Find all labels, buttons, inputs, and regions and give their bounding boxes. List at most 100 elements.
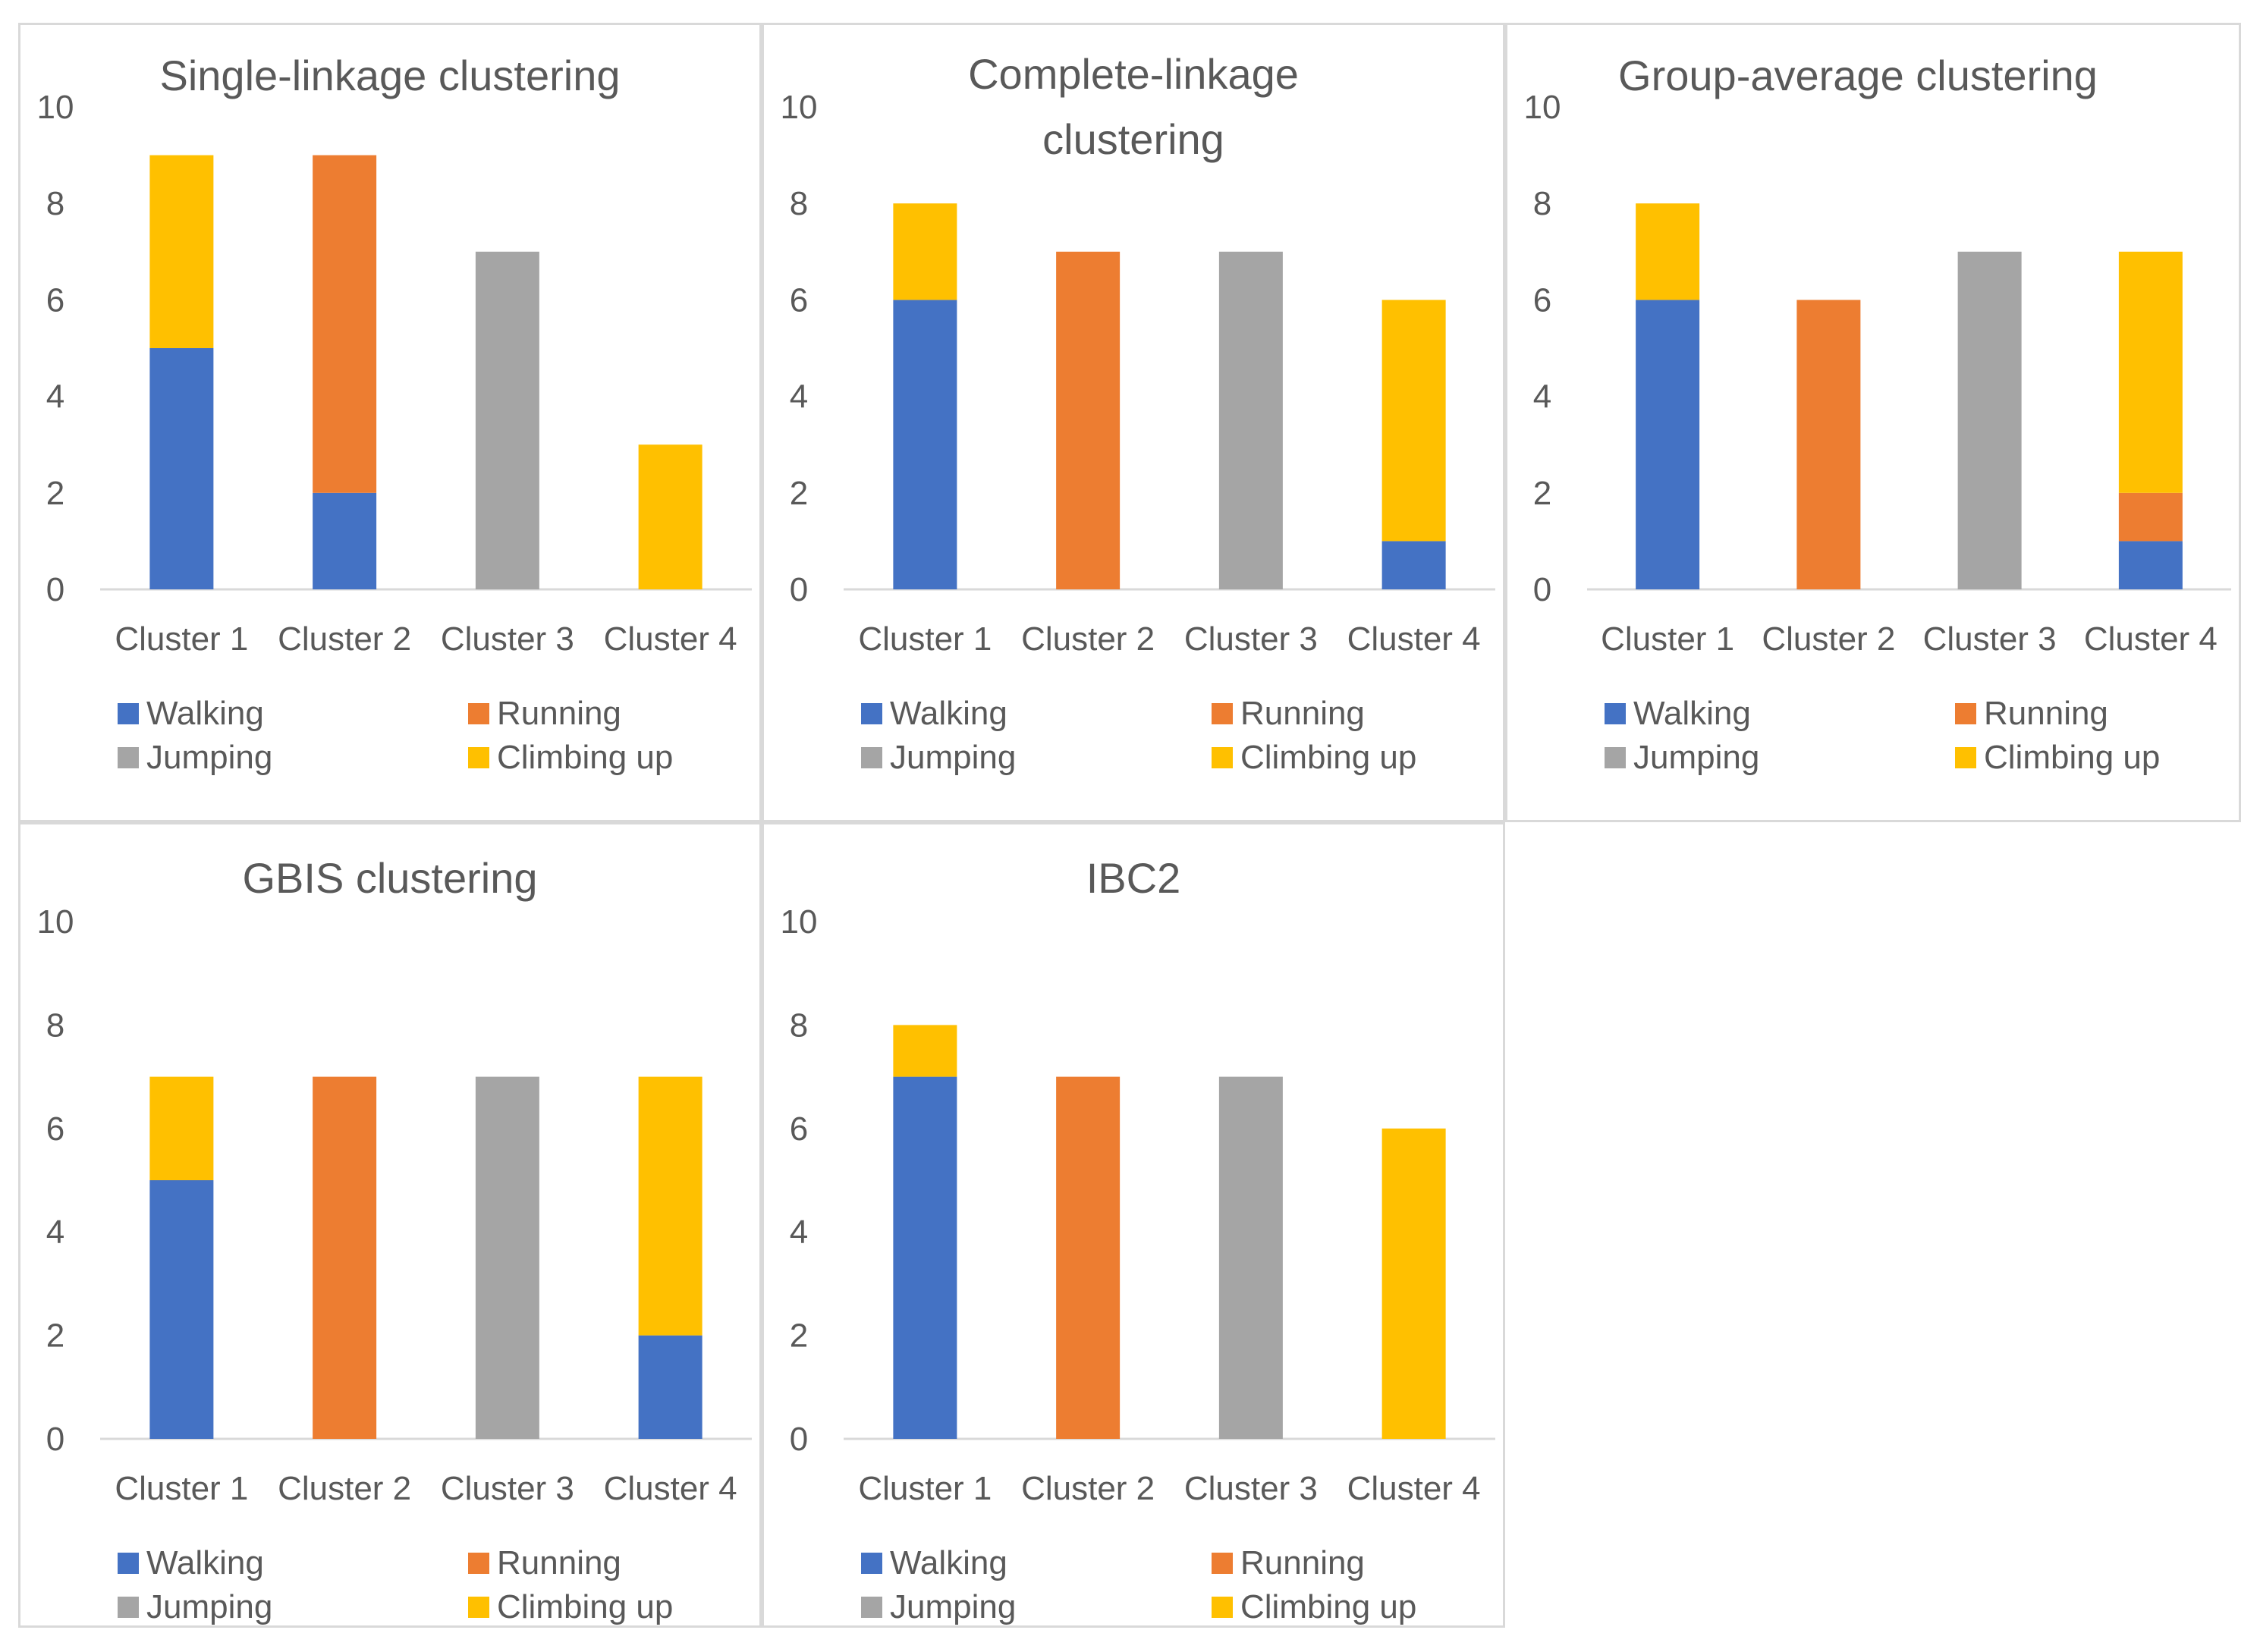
y-tick-label: 6	[46, 1110, 64, 1148]
legend-label-jumping: Jumping	[890, 739, 1016, 776]
bar-cluster-1-walking	[1636, 300, 1700, 589]
legend-swatch-running	[1955, 703, 1976, 724]
y-tick-label: 10	[37, 903, 74, 941]
bar-cluster-2-running	[1056, 1076, 1121, 1439]
bar-cluster-3-jumping	[1957, 251, 2022, 589]
legend-label-running: Running	[1984, 695, 2108, 732]
legend-label-jumping: Jumping	[1633, 739, 1759, 776]
y-tick-label: 10	[1524, 89, 1561, 126]
bar-cluster-4-walking	[2118, 541, 2183, 589]
y-tick-label: 0	[46, 571, 64, 608]
x-tick-label: Cluster 2	[1021, 1470, 1155, 1507]
x-tick-label: Cluster 1	[115, 620, 248, 658]
y-tick-label: 8	[46, 1007, 64, 1044]
y-tick-label: 8	[1533, 185, 1551, 222]
x-tick-label: Cluster 1	[858, 1470, 992, 1507]
y-tick-label: 6	[1533, 281, 1551, 319]
bar-cluster-3-jumping	[1218, 1076, 1283, 1439]
y-tick-label: 8	[46, 185, 64, 222]
x-tick-label: Cluster 4	[2084, 620, 2218, 658]
legend-swatch-walking	[1605, 703, 1626, 724]
y-tick-label: 0	[790, 1421, 808, 1458]
legend-swatch-walking	[861, 1553, 882, 1574]
bar-cluster-1-walking	[149, 1180, 214, 1439]
legend-swatch-climbing-up	[1955, 747, 1976, 768]
y-tick-label: 0	[790, 571, 808, 608]
y-tick-label: 4	[46, 378, 64, 416]
y-tick-label: 4	[790, 1214, 808, 1251]
bar-cluster-3-jumping	[1218, 251, 1283, 589]
y-tick-label: 2	[46, 1318, 64, 1355]
bar-cluster-1-climbing-up	[893, 1025, 957, 1077]
legend-swatch-running	[468, 703, 489, 724]
x-tick-label: Cluster 1	[858, 620, 992, 658]
bar-cluster-2-running	[1056, 251, 1121, 589]
x-tick-label: Cluster 3	[1184, 1470, 1318, 1507]
legend-label-climbing-up: Climbing up	[1240, 1588, 1416, 1625]
bar-cluster-4-running	[2118, 492, 2183, 542]
chart-panel-single-linkage: Single-linkage clustering 0 2 4 6 8 10 Cluster …	[18, 23, 762, 822]
bar-cluster-1-climbing-up	[1636, 203, 1700, 300]
x-tick-label: Cluster 3	[1184, 620, 1318, 658]
y-tick-label: 8	[790, 185, 808, 222]
bar-cluster-1-walking	[893, 1076, 957, 1439]
chart-title-line: Group-average clustering	[1618, 52, 2098, 99]
legend-swatch-jumping	[118, 747, 139, 768]
bar-cluster-3-jumping	[475, 251, 539, 589]
x-tick-label: Cluster 4	[1347, 1470, 1481, 1507]
y-tick-label: 4	[1533, 378, 1551, 416]
y-tick-label: 4	[790, 378, 808, 416]
legend-label-running: Running	[1240, 1544, 1365, 1581]
bar-cluster-4-walking	[638, 1335, 703, 1439]
y-tick-label: 6	[790, 281, 808, 319]
chart-svg-5: IBC2 0 2 4 6 8 10 Cluster 1 Cluster 2 Cluster 3 Cl…	[781, 854, 1495, 1625]
chart-panel-group-average: Group-average clustering 0 2 4 6 8 10 Cluster 1…	[1505, 23, 2241, 822]
chart-title-line: Complete-linkage	[968, 50, 1299, 98]
y-tick-label: 0	[46, 1421, 64, 1458]
legend-label-running: Running	[497, 695, 621, 732]
legend-swatch-jumping	[861, 1597, 882, 1618]
x-tick-label: Cluster 2	[278, 620, 411, 658]
chart-svg-3: Group-average clustering 0 2 4 6 8 10 Cluster 1…	[1524, 52, 2231, 776]
legend-label-walking: Walking	[890, 1544, 1007, 1581]
legend-label-climbing-up: Climbing up	[497, 739, 673, 776]
x-tick-label: Cluster 2	[1762, 620, 1895, 658]
bar-cluster-4-climbing-up	[638, 444, 703, 589]
legend-swatch-climbing-up	[1212, 747, 1233, 768]
bar-cluster-3-jumping	[475, 1076, 539, 1439]
chart-svg-4: GBIS clustering 0 2 4 6 8 10 Cluster 1 Cluster 2…	[37, 854, 752, 1625]
bar-cluster-2-walking	[313, 492, 377, 589]
legend-swatch-climbing-up	[468, 747, 489, 768]
y-tick-label: 2	[790, 475, 808, 512]
y-tick-label: 10	[781, 903, 818, 941]
bar-cluster-4-climbing-up	[2118, 251, 2183, 493]
legend-label-climbing-up: Climbing up	[497, 1588, 673, 1625]
legend-swatch-walking	[118, 703, 139, 724]
legend-swatch-climbing-up	[1212, 1597, 1233, 1618]
chart-title-line: Single-linkage clustering	[159, 52, 620, 99]
legend-label-running: Running	[497, 1544, 621, 1581]
legend-swatch-jumping	[118, 1597, 139, 1618]
bar-cluster-4-climbing-up	[638, 1076, 703, 1336]
x-tick-label: Cluster 4	[1347, 620, 1481, 658]
chart-panel-complete-linkage: Complete-linkage clustering 0 2 4 6 8 10 Cluster…	[762, 23, 1505, 822]
legend-swatch-jumping	[861, 747, 882, 768]
legend-swatch-running	[1212, 1553, 1233, 1574]
bar-cluster-1-walking	[893, 300, 957, 589]
y-tick-label: 0	[1533, 571, 1551, 608]
legend-label-climbing-up: Climbing up	[1984, 739, 2160, 776]
legend-label-walking: Walking	[1633, 695, 1751, 732]
legend-swatch-running	[1212, 703, 1233, 724]
x-tick-label: Cluster 3	[1923, 620, 2057, 658]
chart-panel-ibc2: IBC2 0 2 4 6 8 10 Cluster 1 Cluster 2 Cluster 3 Cl…	[762, 822, 1505, 1628]
bar-cluster-4-walking	[1381, 541, 1446, 589]
chart-title-line: GBIS clustering	[242, 854, 537, 902]
legend-label-walking: Walking	[146, 695, 264, 732]
legend-swatch-climbing-up	[468, 1597, 489, 1618]
chart-title-line: clustering	[1042, 115, 1224, 163]
x-tick-label: Cluster 3	[441, 1470, 574, 1507]
bar-cluster-1-climbing-up	[893, 203, 957, 300]
bar-cluster-1-climbing-up	[149, 155, 214, 348]
chart-title-line: IBC2	[1086, 854, 1181, 902]
legend-label-walking: Walking	[146, 1544, 264, 1581]
